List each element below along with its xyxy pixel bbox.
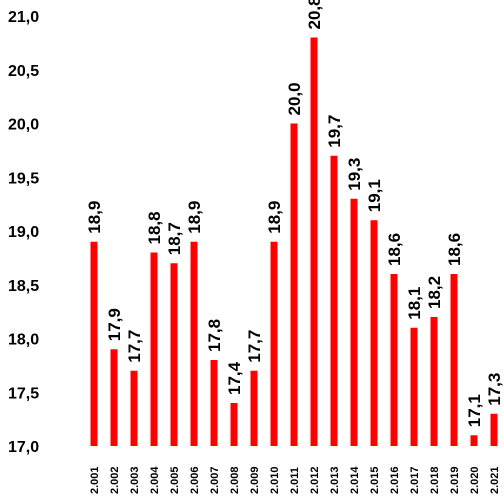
x-tick-label: 2.010 [269,466,281,494]
bar [230,403,238,446]
bar [210,360,218,446]
value-label: 19,1 [365,179,384,212]
value-label: 17,7 [245,330,264,363]
x-tick-label: 2.016 [389,466,401,494]
bar [170,263,178,446]
value-label: 17,3 [485,373,504,406]
value-label: 18,1 [405,287,424,320]
y-tick-label: 18,0 [8,332,39,349]
x-tick-label: 2.011 [289,467,301,494]
bar [310,37,318,446]
value-label: 17,7 [125,330,144,363]
y-tick-label: 17,5 [8,385,39,402]
y-tick-label: 19,5 [8,170,39,187]
x-tick-label: 2.013 [329,466,341,494]
value-label: 18,8 [145,211,164,244]
bar [430,317,438,446]
value-label: 20,8 [305,0,324,30]
value-label: 18,6 [445,233,464,266]
y-tick-label: 17,0 [8,439,39,456]
value-label: 20,0 [285,82,304,115]
x-tick-label: 2.021 [489,466,501,494]
x-tick-label: 2.014 [349,466,361,494]
x-tick-label: 2.017 [409,466,421,494]
x-tick-label: 2.006 [189,466,201,494]
value-label: 18,9 [265,201,284,234]
y-tick-label: 18,5 [8,278,39,295]
bar [130,370,138,446]
bar [110,349,118,446]
y-tick-label: 20,5 [8,63,39,80]
x-tick-label: 2.003 [129,466,141,494]
bar [150,252,158,446]
x-tick-label: 2.019 [449,466,461,494]
value-label: 19,7 [325,115,344,148]
bar [290,123,298,446]
bar [450,274,458,446]
value-label: 19,3 [345,158,364,191]
bar [470,435,478,446]
x-tick-label: 2.007 [209,466,221,494]
value-label: 18,7 [165,222,184,255]
x-tick-label: 2.008 [229,466,241,494]
value-label: 17,8 [205,319,224,352]
bar [370,220,378,446]
value-label: 17,1 [465,394,484,427]
value-label: 18,9 [185,201,204,234]
x-tick-label: 2.012 [309,466,321,494]
value-label: 17,4 [225,361,244,395]
x-tick-label: 2.020 [469,466,481,494]
x-tick-label: 2.004 [149,466,161,494]
y-tick-label: 20,0 [8,117,39,134]
x-tick-label: 2.009 [249,466,261,494]
x-tick-label: 2.005 [169,466,181,494]
bar [330,155,338,446]
bar [350,198,358,446]
bar [490,413,498,446]
bar [90,241,98,446]
bar [250,370,258,446]
value-label: 18,6 [385,233,404,266]
bar [410,327,418,446]
x-tick-label: 2.015 [369,466,381,494]
y-tick-label: 19,0 [8,224,39,241]
y-tick-label: 21,0 [8,9,39,26]
bar [190,241,198,446]
bar [390,274,398,446]
x-tick-label: 2.002 [109,466,121,494]
x-tick-label: 2.001 [89,466,101,494]
x-tick-label: 2.018 [429,466,441,494]
value-label: 17,9 [105,308,124,341]
value-label: 18,2 [425,276,444,309]
bar [270,241,278,446]
value-label: 18,9 [85,201,104,234]
